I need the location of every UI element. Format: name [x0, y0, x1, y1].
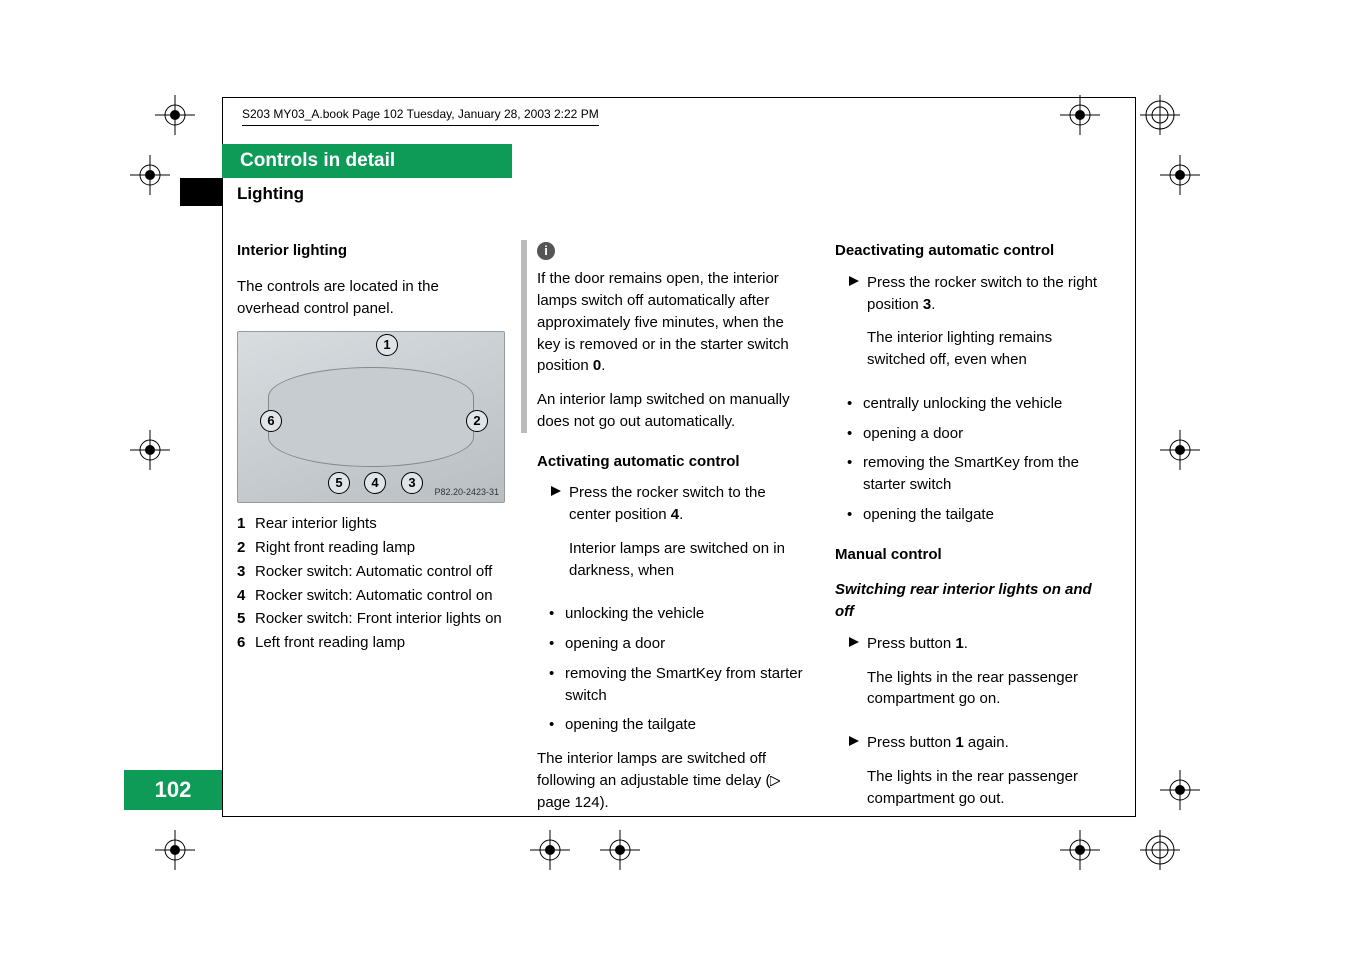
diagram-code: P82.20-2423-31 — [434, 486, 499, 499]
crop-mark-icon — [1140, 95, 1180, 135]
legend-number: 1 — [237, 513, 249, 535]
list-item: unlocking the vehicle — [565, 603, 805, 625]
legend-row: 5 Rocker switch: Front interior lights on — [237, 608, 505, 630]
step-manual-on: Press button 1. The lights in the rear p… — [835, 633, 1107, 722]
list-item: centrally unlocking the vehicle — [863, 393, 1107, 415]
legend-text: Left front reading lamp — [255, 632, 405, 654]
list-item: removing the SmartKey from the starter s… — [863, 452, 1107, 496]
manual-control-heading: Manual control — [835, 544, 1107, 566]
step-deactivate: Press the rocker switch to the right pos… — [835, 272, 1107, 383]
legend-text: Right front reading lamp — [255, 537, 415, 559]
chapter-title: Controls in detail — [240, 147, 395, 175]
list-item: opening a door — [565, 633, 805, 655]
crop-mark-icon — [530, 830, 570, 870]
info-paragraph-1: If the door remains open, the interior l… — [537, 268, 805, 377]
legend-text: Rear interior lights — [255, 513, 377, 535]
diagram-callout: 3 — [401, 472, 423, 494]
step-arrow-icon — [849, 637, 859, 722]
step-activate: Press the rocker switch to the center po… — [537, 482, 805, 593]
page-ref-icon — [770, 776, 780, 786]
overhead-panel-diagram: 123456 P82.20-2423-31 — [237, 331, 505, 503]
legend-row: 4 Rocker switch: Automatic control on — [237, 585, 505, 607]
diagram-callout: 1 — [376, 334, 398, 356]
list-item: opening a door — [863, 423, 1107, 445]
legend-number: 5 — [237, 608, 249, 630]
page-number: 102 — [124, 770, 222, 810]
step-arrow-icon — [551, 486, 561, 593]
crop-mark-icon — [130, 155, 170, 195]
legend-text: Rocker switch: Automatic control off — [255, 561, 492, 583]
activate-bullet-list: unlocking the vehicle opening a door remov… — [537, 603, 805, 736]
activating-heading: Activating automatic control — [537, 451, 805, 473]
legend-row: 2 Right front reading lamp — [237, 537, 505, 559]
crop-mark-icon — [1160, 155, 1200, 195]
print-header: S203 MY03_A.book Page 102 Tuesday, Janua… — [242, 106, 599, 126]
diagram-callout: 5 — [328, 472, 350, 494]
step-arrow-icon — [849, 736, 859, 821]
crop-mark-icon — [155, 95, 195, 135]
deactivate-bullet-list: centrally unlocking the vehicle opening a… — [835, 393, 1107, 526]
diagram-panel-shape — [268, 367, 474, 467]
step-manual-off: Press button 1 again. The lights in the … — [835, 732, 1107, 821]
legend-row: 1 Rear interior lights — [237, 513, 505, 535]
deactivating-heading: Deactivating automatic control — [835, 240, 1107, 262]
step-body: Press the rocker switch to the right pos… — [867, 272, 1107, 383]
step-body: Press button 1 again. The lights in the … — [867, 732, 1107, 821]
crop-mark-icon — [155, 830, 195, 870]
list-item: opening the tailgate — [863, 504, 1107, 526]
legend-text: Rocker switch: Front interior lights on — [255, 608, 502, 630]
diagram-callout: 4 — [364, 472, 386, 494]
legend-number: 2 — [237, 537, 249, 559]
crop-mark-icon — [1160, 430, 1200, 470]
switching-rear-heading: Switching rear interior lights on and of… — [835, 579, 1107, 623]
list-item: opening the tailgate — [565, 714, 805, 736]
step-body: Press button 1. The lights in the rear p… — [867, 633, 1107, 722]
legend-number: 4 — [237, 585, 249, 607]
diagram-callout: 2 — [466, 410, 488, 432]
legend-row: 6 Left front reading lamp — [237, 632, 505, 654]
intro-text: The controls are located in the overhead… — [237, 276, 505, 320]
column-1: Interior lighting The controls are locat… — [237, 240, 505, 656]
info-note: i If the door remains open, the interior… — [521, 240, 805, 433]
tail-text: The interior lamps are switched off foll… — [537, 748, 805, 813]
legend-row: 3 Rocker switch: Automatic control off — [237, 561, 505, 583]
diagram-legend: 1 Rear interior lights 2 Right front readin… — [237, 513, 505, 654]
section-title: Lighting — [237, 182, 304, 207]
thumb-index-block — [180, 178, 222, 206]
crop-mark-icon — [130, 430, 170, 470]
legend-number: 3 — [237, 561, 249, 583]
legend-number: 6 — [237, 632, 249, 654]
step-arrow-icon — [849, 276, 859, 383]
info-icon: i — [537, 242, 555, 260]
list-item: removing the SmartKey from starter switc… — [565, 663, 805, 707]
column-2: i If the door remains open, the interior… — [537, 240, 805, 825]
info-paragraph-2: An interior lamp switched on manually do… — [537, 389, 805, 433]
chapter-tab: Controls in detail — [222, 144, 512, 178]
interior-lighting-heading: Interior lighting — [237, 240, 505, 262]
column-3: Deactivating automatic control Press the… — [835, 240, 1107, 831]
crop-mark-icon — [600, 830, 640, 870]
legend-text: Rocker switch: Automatic control on — [255, 585, 493, 607]
crop-mark-icon — [1060, 830, 1100, 870]
crop-mark-icon — [1160, 770, 1200, 810]
crop-mark-icon — [1140, 830, 1180, 870]
step-body: Press the rocker switch to the center po… — [569, 482, 805, 593]
